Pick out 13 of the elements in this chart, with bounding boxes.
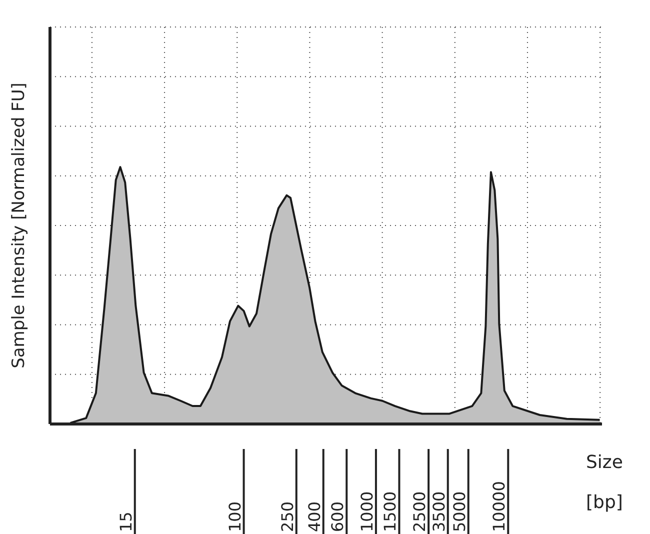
x-tick-label: 1500 xyxy=(380,491,400,532)
x-axis-title: Size [bp] xyxy=(586,451,624,515)
x-tick-label: 15 xyxy=(116,512,136,532)
x-tick-label: 1000 xyxy=(357,491,376,532)
x-tick-label: 10000 xyxy=(490,481,509,532)
y-axis-title: Sample Intensity [Normalized FU] xyxy=(9,82,30,368)
x-tick-label: 100 xyxy=(225,501,244,532)
x-tick-label: 400 xyxy=(304,501,324,532)
x-tick-label: 600 xyxy=(328,501,348,532)
x-tick-label: 5000 xyxy=(450,491,469,532)
x-tick-label: 3500 xyxy=(429,491,448,532)
x-tick-label: 250 xyxy=(278,501,297,532)
x-tick-label: 2500 xyxy=(410,491,430,532)
